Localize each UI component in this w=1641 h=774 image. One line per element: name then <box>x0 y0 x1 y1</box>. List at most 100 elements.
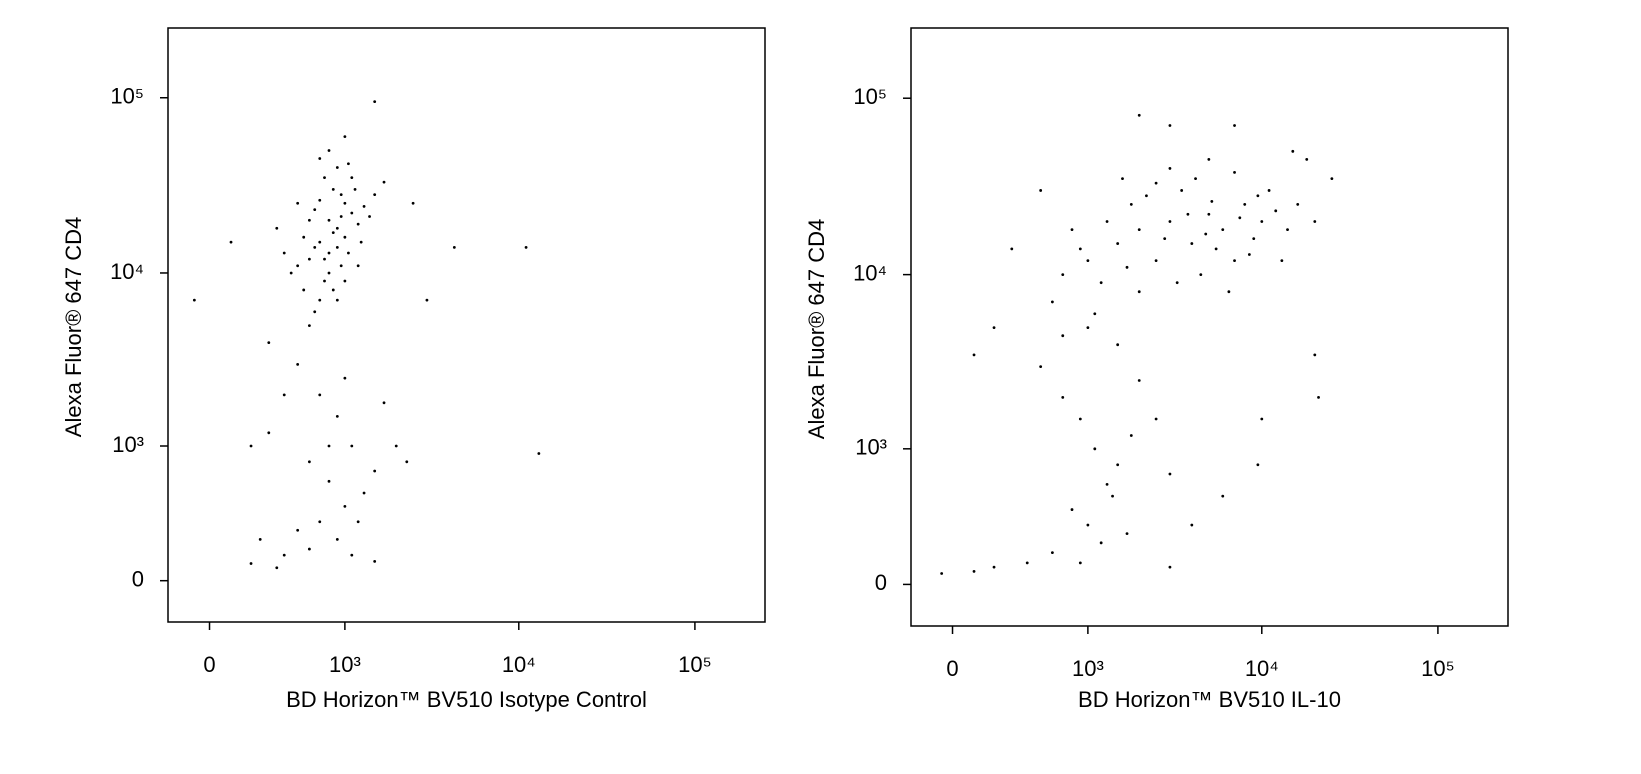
data-point <box>1313 353 1317 357</box>
x-axis-label: BD Horizon™ BV510 Isotype Control <box>286 687 647 712</box>
data-point <box>192 298 196 302</box>
data-point <box>327 479 331 483</box>
data-point <box>382 180 386 184</box>
data-point <box>1214 247 1218 251</box>
data-point <box>1233 124 1236 127</box>
data-point <box>339 264 343 268</box>
data-point <box>992 565 996 569</box>
data-point <box>307 324 311 328</box>
data-point <box>425 298 429 302</box>
data-point <box>343 504 347 508</box>
data-point <box>1050 300 1054 304</box>
data-point <box>373 100 377 104</box>
data-point <box>282 251 286 255</box>
data-point <box>1280 259 1284 263</box>
data-point <box>1186 212 1190 216</box>
data-point <box>1256 463 1260 467</box>
data-point <box>343 201 347 205</box>
plot-frame <box>910 27 1509 627</box>
data-point <box>327 218 331 222</box>
data-point <box>1078 247 1082 251</box>
data-point <box>1099 281 1103 285</box>
data-point <box>356 222 360 226</box>
y-axis-label: Alexa Fluor® 647 CD4 <box>61 217 86 437</box>
data-point <box>350 444 354 448</box>
data-point <box>289 271 293 275</box>
data-point <box>335 226 339 230</box>
data-point <box>350 553 354 557</box>
data-point <box>1221 228 1225 231</box>
data-point <box>1252 237 1256 241</box>
data-point <box>1050 551 1054 554</box>
data-point <box>249 562 253 565</box>
data-point <box>335 298 339 302</box>
data-point <box>1238 216 1242 220</box>
x-tick-label: 0 <box>203 652 215 677</box>
y-tick-label: 0 <box>875 570 887 595</box>
data-point <box>394 444 398 448</box>
data-point <box>382 401 386 405</box>
data-point <box>1078 561 1082 565</box>
data-point <box>343 279 347 283</box>
data-point <box>1125 265 1129 269</box>
data-point <box>1221 494 1225 498</box>
data-point <box>307 257 311 261</box>
data-point <box>307 218 311 222</box>
data-point <box>335 166 339 169</box>
data-point <box>335 537 339 541</box>
data-point <box>282 553 286 557</box>
data-point <box>1330 177 1334 181</box>
data-point <box>323 257 326 261</box>
y-tick-label: 10⁴ <box>110 259 144 284</box>
data-point <box>1154 181 1158 185</box>
data-point <box>373 559 377 563</box>
data-point <box>275 566 279 570</box>
data-point <box>331 288 335 292</box>
data-point <box>302 288 306 292</box>
data-point <box>1154 417 1158 421</box>
data-point <box>313 310 317 314</box>
data-point <box>347 162 350 166</box>
data-point <box>327 251 331 255</box>
data-point <box>362 204 366 208</box>
data-point <box>249 444 253 448</box>
data-point <box>1296 203 1300 206</box>
data-point <box>1093 447 1097 451</box>
data-point <box>1078 417 1082 421</box>
data-point <box>347 251 350 255</box>
data-point <box>229 240 233 244</box>
data-point <box>1039 189 1043 192</box>
data-point <box>343 235 347 239</box>
data-point <box>1180 189 1184 192</box>
data-point <box>1070 228 1074 231</box>
data-point <box>1247 253 1251 256</box>
data-point <box>537 452 541 455</box>
data-point <box>343 135 347 139</box>
data-point <box>282 393 286 397</box>
x-tick-label: 10⁴ <box>1245 656 1279 681</box>
data-point <box>1137 379 1141 382</box>
plot-frame <box>167 27 766 623</box>
x-tick-label: 10⁵ <box>678 652 712 677</box>
data-point <box>1227 290 1231 294</box>
data-point <box>356 264 360 268</box>
data-point <box>1116 242 1120 245</box>
data-point <box>339 215 343 218</box>
data-point <box>1168 124 1172 127</box>
data-point <box>1105 482 1109 486</box>
data-point <box>302 235 306 239</box>
data-point <box>1291 149 1295 153</box>
data-point <box>1145 194 1148 198</box>
data-point <box>1260 220 1264 223</box>
y-tick-label: 10⁴ <box>853 260 887 285</box>
data-point <box>1313 220 1317 223</box>
data-point <box>1168 472 1172 476</box>
data-point <box>335 414 339 418</box>
data-point <box>1305 157 1309 161</box>
data-point <box>331 231 335 234</box>
data-point <box>343 376 347 380</box>
data-point <box>1243 203 1247 206</box>
data-point <box>1086 523 1090 527</box>
data-point <box>1125 532 1129 536</box>
data-point <box>1194 177 1197 181</box>
